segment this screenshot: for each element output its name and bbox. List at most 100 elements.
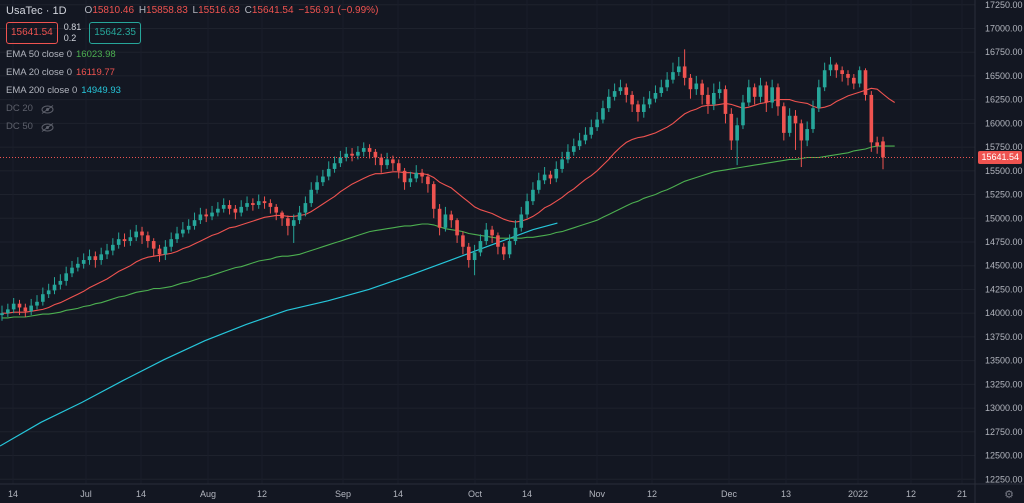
gear-icon[interactable]: ⚙: [1004, 489, 1014, 501]
candle-body: [688, 77, 693, 90]
candle-body: [256, 201, 261, 205]
candle-body: [711, 93, 716, 105]
open-key: O: [84, 5, 93, 16]
eye-hidden-icon[interactable]: [41, 122, 54, 132]
candle-body: [665, 79, 669, 88]
close-key: C: [244, 5, 252, 16]
candle-body: [863, 70, 868, 95]
buy-button[interactable]: 15642.35: [89, 22, 141, 44]
price-tick-label: 15250.00: [985, 190, 1023, 200]
ema50-line: [2, 145, 895, 319]
candle-body: [23, 307, 28, 312]
candle-body: [793, 115, 798, 124]
price-tick-label: 16750.00: [985, 47, 1023, 57]
indicator-name: DC 20: [6, 103, 33, 114]
candle-body: [817, 87, 821, 109]
candle-body: [64, 273, 68, 281]
candle-body: [770, 87, 774, 103]
candle-body: [280, 212, 284, 219]
candle-body: [805, 129, 809, 141]
time-tick-label: 2022: [848, 489, 868, 499]
candle-body: [315, 182, 319, 190]
candle-body: [449, 214, 454, 221]
candle-body: [647, 98, 652, 105]
symbol-label[interactable]: UsaTec · 1D: [6, 5, 67, 17]
candle-body: [461, 235, 465, 247]
time-tick-label: Jul: [80, 489, 92, 499]
candle-body: [420, 172, 424, 177]
price-tick-label: 12750.00: [985, 427, 1023, 437]
price-tick-label: 14000.00: [985, 308, 1023, 318]
time-tick-label: Nov: [589, 489, 606, 499]
indicator-value: 14949.93: [81, 85, 121, 96]
candle-body: [472, 252, 477, 261]
candle-body: [496, 235, 500, 247]
time-tick-label: 12: [647, 489, 657, 499]
low-value: 15516.63: [198, 5, 240, 16]
time-tick-label: Oct: [468, 489, 483, 499]
candle-body: [857, 70, 862, 84]
indicator-ema200[interactable]: EMA 200 close 0 14949.93: [6, 84, 380, 98]
time-tick-label: 14: [136, 489, 146, 499]
candle-body: [484, 229, 489, 242]
candle-body: [297, 212, 302, 221]
candle-body: [216, 208, 220, 213]
price-tick-label: 17250.00: [985, 0, 1023, 10]
candle-body: [729, 113, 734, 141]
candle-body: [70, 267, 74, 274]
candle-body: [618, 87, 623, 92]
price-tick-label: 13750.00: [985, 332, 1023, 342]
candle-body: [169, 239, 174, 247]
candle-body: [589, 127, 594, 135]
candle-body: [81, 260, 86, 264]
price-tick-label: 15500.00: [985, 166, 1023, 176]
candle-body: [531, 189, 535, 202]
candle-body: [776, 87, 780, 107]
sell-button[interactable]: 15641.54: [6, 22, 58, 44]
indicator-dc20[interactable]: DC 20: [6, 102, 380, 116]
candle-body: [624, 87, 629, 95]
candle-body: [811, 108, 815, 130]
close-value: 15641.54: [251, 5, 294, 16]
candle-body: [881, 141, 885, 158]
candle-body: [6, 309, 10, 314]
candle-body: [752, 87, 757, 97]
candle-body: [402, 170, 407, 183]
eye-hidden-icon[interactable]: [41, 104, 54, 114]
indicator-ema50[interactable]: EMA 50 close 0 16023.98: [6, 48, 380, 62]
candle-body: [577, 140, 582, 147]
indicator-dc50[interactable]: DC 50: [6, 120, 380, 134]
candle-body: [455, 220, 459, 236]
price-tick-label: 13500.00: [985, 356, 1023, 366]
candle-body: [309, 189, 314, 204]
candle-body: [717, 89, 722, 94]
candle-body: [262, 201, 267, 204]
price-tick-label: 14250.00: [985, 284, 1023, 294]
candle-body: [437, 208, 442, 228]
time-tick-label: 21: [957, 489, 967, 499]
candle-body: [373, 151, 378, 158]
price-tick-label: 16000.00: [985, 118, 1023, 128]
candle-body: [99, 254, 103, 261]
indicator-name: EMA 200 close 0: [6, 85, 78, 96]
candle-body: [134, 231, 139, 238]
candle-body: [706, 94, 710, 105]
candle-body: [583, 134, 588, 141]
indicator-ema20[interactable]: EMA 20 close 0 16119.77: [6, 66, 380, 80]
candle-body: [175, 233, 179, 240]
candle-body: [513, 227, 518, 242]
candle-body: [286, 218, 290, 226]
indicator-value: 16023.98: [76, 49, 116, 60]
candle-body: [396, 163, 401, 171]
price-tick-label: 15000.00: [985, 213, 1023, 223]
candle-body: [764, 85, 769, 103]
candle-body: [186, 225, 191, 230]
time-tick-label: 13: [781, 489, 791, 499]
price-tick-label: 15750.00: [985, 142, 1023, 152]
candle-body: [536, 180, 541, 190]
price-tick-label: 16500.00: [985, 71, 1023, 81]
candle-body: [379, 157, 384, 166]
candle-body: [11, 303, 16, 310]
